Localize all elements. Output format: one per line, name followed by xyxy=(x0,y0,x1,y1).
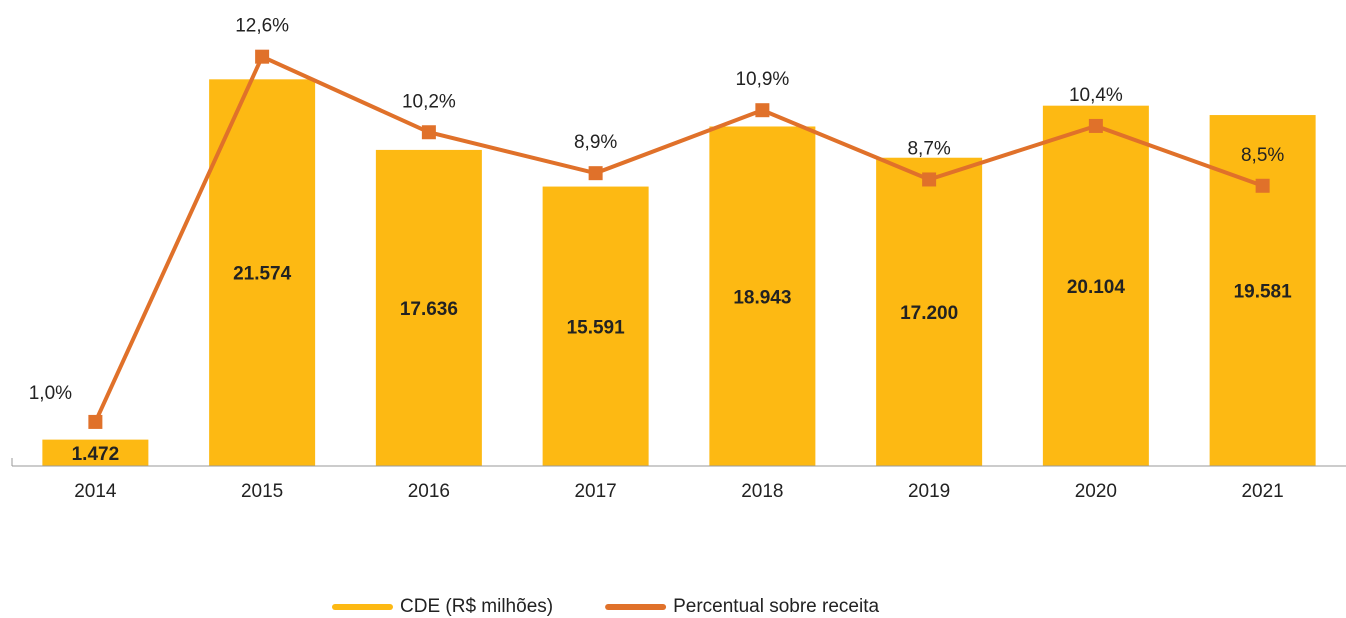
line-marker xyxy=(88,414,103,429)
line-value-label: 1,0% xyxy=(29,383,72,404)
legend-label: Percentual sobre receita xyxy=(673,596,879,617)
line-marker xyxy=(421,125,436,140)
line-value-label: 8,5% xyxy=(1241,145,1284,166)
line-value-label: 12,6% xyxy=(235,16,289,37)
bar-value-label: 21.574 xyxy=(233,264,292,285)
bar-value-label: 1.472 xyxy=(72,444,120,465)
line-marker xyxy=(1255,178,1270,193)
line-value-label: 8,9% xyxy=(574,132,617,153)
bar-value-label: 18.943 xyxy=(733,287,791,308)
bar xyxy=(42,439,149,466)
bar-value-label: 19.581 xyxy=(1234,282,1293,303)
bar xyxy=(876,157,983,466)
line-marker xyxy=(755,103,770,118)
bar-value-label: 17.636 xyxy=(400,299,458,320)
x-tick-label: 2021 xyxy=(1241,481,1283,502)
bar xyxy=(709,126,816,466)
x-tick-label: 2018 xyxy=(741,481,783,502)
bar xyxy=(209,79,316,466)
line-value-label: 8,7% xyxy=(907,138,950,159)
line-marker xyxy=(922,172,937,187)
line-value-label: 10,2% xyxy=(402,91,456,112)
line-value-label: 10,9% xyxy=(735,69,789,90)
line-marker xyxy=(1088,118,1103,133)
x-tick-label: 2014 xyxy=(74,481,117,502)
line xyxy=(93,54,1264,423)
bar xyxy=(375,149,482,466)
line-value-label: 10,4% xyxy=(1069,85,1123,106)
x-tick-label: 2019 xyxy=(908,481,950,502)
x-tick-label: 2020 xyxy=(1075,481,1117,502)
x-tick-label: 2016 xyxy=(408,481,450,502)
x-tick-label: 2017 xyxy=(574,481,616,502)
bar-value-label: 17.200 xyxy=(900,303,958,324)
bar xyxy=(1042,105,1149,466)
line-marker xyxy=(588,166,603,181)
bar-value-label: 20.104 xyxy=(1067,277,1126,298)
line-marker xyxy=(255,49,270,64)
bar xyxy=(542,186,649,466)
bar-value-label: 15.591 xyxy=(567,317,626,338)
legend-label: CDE (R$ milhões) xyxy=(400,596,553,617)
x-tick-label: 2015 xyxy=(241,481,283,502)
